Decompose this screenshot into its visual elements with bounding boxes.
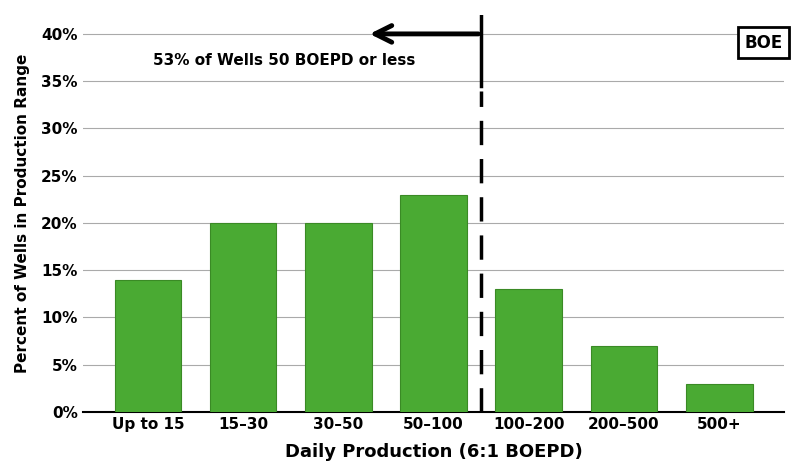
Y-axis label: Percent of Wells in Production Range: Percent of Wells in Production Range: [15, 54, 30, 373]
Text: BOE: BOE: [744, 34, 782, 52]
X-axis label: Daily Production (6:1 BOEPD): Daily Production (6:1 BOEPD): [285, 443, 582, 461]
Bar: [590, 346, 658, 412]
Bar: [305, 223, 372, 412]
Bar: [495, 289, 562, 412]
Bar: [210, 223, 276, 412]
Bar: [400, 195, 467, 412]
Bar: [114, 280, 181, 412]
Bar: [686, 384, 753, 412]
Text: 53% of Wells 50 BOEPD or less: 53% of Wells 50 BOEPD or less: [153, 53, 415, 68]
